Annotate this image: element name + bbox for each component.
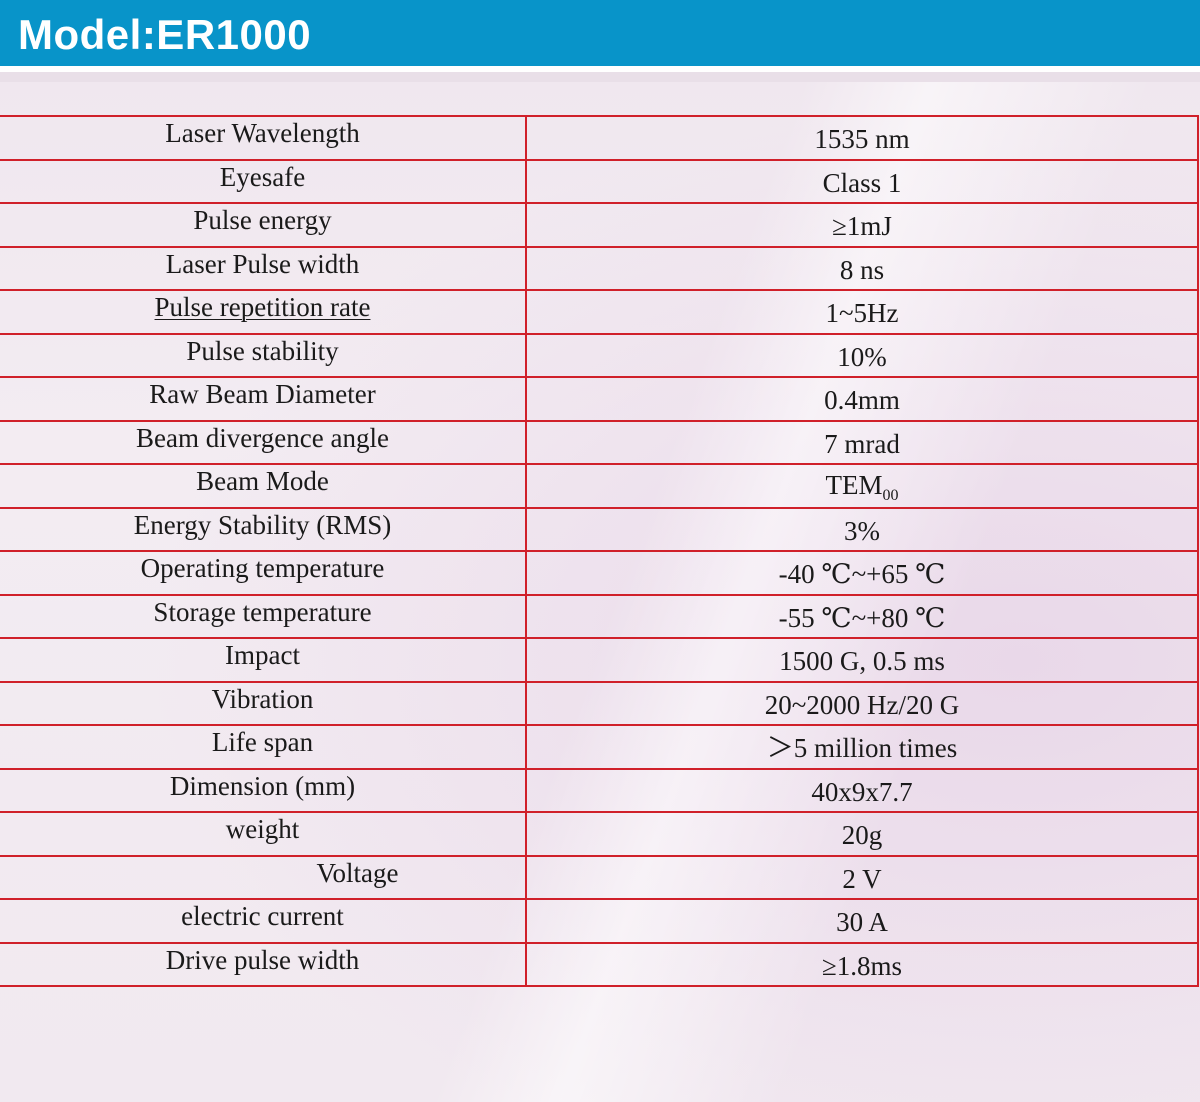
table-row: Energy Stability (RMS) 3% xyxy=(0,506,1199,552)
table-row: electric current 30 A xyxy=(0,898,1199,944)
value-cell: ≥1mJ xyxy=(526,202,1199,248)
param-cell: Pulse repetition rate xyxy=(0,289,527,335)
param-cell: Impact xyxy=(0,637,527,683)
model-header-bar: Model:ER1000 xyxy=(0,0,1200,72)
value-cell: 1~5Hz xyxy=(526,289,1199,335)
table-row: Voltage 2 V xyxy=(0,854,1199,900)
param-cell: Eyesafe xyxy=(0,158,527,204)
table-row: Storage temperature -55 ℃~+80 ℃ xyxy=(0,593,1199,639)
value-cell: -55 ℃~+80 ℃ xyxy=(526,593,1199,639)
value-cell: -40 ℃~+65 ℃ xyxy=(526,550,1199,596)
value-cell: TEM00 xyxy=(526,463,1199,509)
table-row: Vibration 20~2000 Hz/20 G xyxy=(0,680,1199,726)
value-text: TEM xyxy=(825,469,883,500)
table-row: Eyesafe Class 1 xyxy=(0,158,1199,204)
value-cell: 8 ns xyxy=(526,245,1199,291)
value-cell: 7 mrad xyxy=(526,419,1199,465)
model-title: Model:ER1000 xyxy=(18,11,312,58)
param-cell: Storage temperature xyxy=(0,593,527,639)
param-cell: Laser Wavelength xyxy=(0,115,527,161)
value-subscript: 00 xyxy=(882,486,899,504)
table-row: Operating temperature -40 ℃~+65 ℃ xyxy=(0,550,1199,596)
value-cell: 20~2000 Hz/20 G xyxy=(526,680,1199,726)
param-text: Voltage xyxy=(316,857,399,888)
table-row: Beam Mode TEM00 xyxy=(0,463,1199,509)
param-cell: Dimension (mm) xyxy=(0,767,527,813)
param-cell: Laser Pulse width xyxy=(0,245,527,291)
value-cell: 20g xyxy=(526,811,1199,857)
table-row: Pulse energy ≥1mJ xyxy=(0,202,1199,248)
param-cell: Pulse energy xyxy=(0,202,527,248)
table-row: weight 20g xyxy=(0,811,1199,857)
table-row: Beam divergence angle 7 mrad xyxy=(0,419,1199,465)
table-row: Impact 1500 G, 0.5 ms xyxy=(0,637,1199,683)
value-cell: 30 A xyxy=(526,898,1199,944)
value-cell: ≥1.8ms xyxy=(526,941,1199,987)
table-row: Laser Pulse width 8 ns xyxy=(0,245,1199,291)
value-cell: 3% xyxy=(526,506,1199,552)
param-text: Pulse repetition rate xyxy=(154,292,371,323)
param-cell: Beam Mode xyxy=(0,463,527,509)
param-cell: Beam divergence angle xyxy=(0,419,527,465)
table-row: Laser Wavelength 1535 nm xyxy=(0,115,1199,161)
param-cell: weight xyxy=(0,811,527,857)
value-cell: ＞5 million times xyxy=(526,724,1199,770)
param-cell: Drive pulse width xyxy=(0,941,527,987)
table-row: Pulse stability 10% xyxy=(0,332,1199,378)
param-cell: Raw Beam Diameter xyxy=(0,376,527,422)
spec-table: Laser Wavelength 1535 nm Eyesafe Class 1… xyxy=(0,115,1199,987)
table-row: Raw Beam Diameter 0.4mm xyxy=(0,376,1199,422)
param-cell: Pulse stability xyxy=(0,332,527,378)
value-cell: 0.4mm xyxy=(526,376,1199,422)
param-cell: Operating temperature xyxy=(0,550,527,596)
value-cell: 1500 G, 0.5 ms xyxy=(526,637,1199,683)
table-row: Dimension (mm) 40x9x7.7 xyxy=(0,767,1199,813)
param-cell: Voltage xyxy=(0,854,527,900)
value-cell: 40x9x7.7 xyxy=(526,767,1199,813)
param-cell: electric current xyxy=(0,898,527,944)
value-cell: Class 1 xyxy=(526,158,1199,204)
header-under-band xyxy=(0,72,1200,82)
value-cell: 10% xyxy=(526,332,1199,378)
table-row: Drive pulse width ≥1.8ms xyxy=(0,941,1199,987)
table-row: Life span ＞5 million times xyxy=(0,724,1199,770)
value-cell: 2 V xyxy=(526,854,1199,900)
param-cell: Energy Stability (RMS) xyxy=(0,506,527,552)
param-cell: Vibration xyxy=(0,680,527,726)
param-cell: Life span xyxy=(0,724,527,770)
value-cell: 1535 nm xyxy=(526,115,1199,161)
table-row: Pulse repetition rate 1~5Hz xyxy=(0,289,1199,335)
